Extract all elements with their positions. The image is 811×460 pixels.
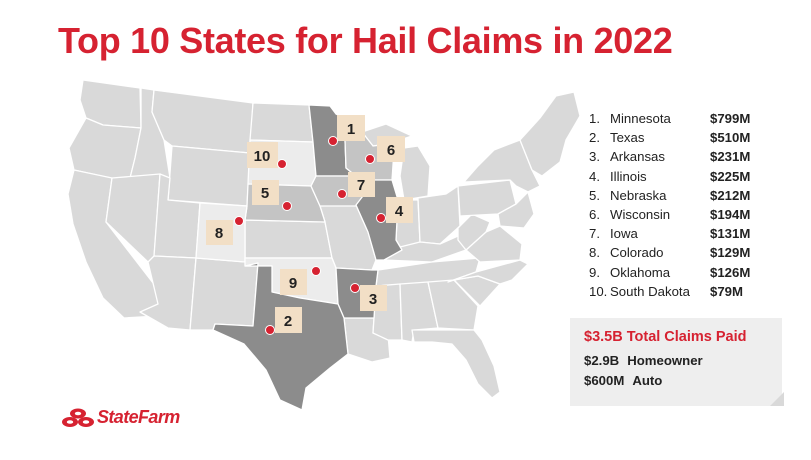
- marker-texas: 2: [265, 307, 302, 335]
- rank-amount: $510M: [710, 130, 751, 146]
- rank-number: 9.: [589, 264, 600, 280]
- rank-number: 10.: [589, 283, 608, 299]
- state-new-york: [463, 139, 541, 193]
- marker-wisconsin: 6: [365, 136, 405, 164]
- marker-label: 4: [395, 203, 404, 220]
- rank-state: Texas: [610, 130, 645, 146]
- marker-label: 3: [369, 291, 377, 308]
- list-item: 6. Wisconsin $194M: [589, 207, 774, 226]
- rank-amount: $129M: [710, 245, 751, 261]
- marker-label: 8: [215, 225, 223, 242]
- marker-colorado: 8: [206, 216, 244, 245]
- state-kansas: [244, 219, 333, 259]
- rank-amount: $225M: [710, 168, 751, 184]
- list-item: 2. Texas $510M: [589, 130, 774, 149]
- rank-state: Iowa: [610, 226, 638, 242]
- base-states: [67, 79, 581, 399]
- state-texas: [212, 262, 349, 411]
- marker-label: 7: [357, 177, 365, 194]
- three-ovals-icon: [62, 408, 94, 427]
- auto-label: Auto: [632, 373, 663, 388]
- rank-number: 5.: [589, 187, 600, 203]
- homeowner-label: Homeowner: [627, 353, 703, 368]
- marker-label: 9: [289, 275, 297, 292]
- state-north-carolina: [447, 259, 529, 285]
- marker-label: 2: [284, 313, 292, 330]
- list-item: 8. Colorado $129M: [589, 245, 774, 264]
- rank-number: 8.: [589, 245, 600, 261]
- auto-claims: $600M Auto: [584, 373, 662, 388]
- marker-label: 10: [254, 148, 271, 165]
- list-item: 7. Iowa $131M: [589, 226, 774, 245]
- marker-nebraska: 5: [252, 180, 292, 211]
- rank-state: Oklahoma: [610, 264, 671, 280]
- marker-label: 6: [387, 142, 395, 159]
- homeowner-claims: $2.9B Homeowner: [584, 353, 703, 368]
- marker-iowa: 7: [337, 172, 375, 199]
- rank-state: South Dakota: [610, 283, 690, 299]
- list-item: 1. Minnesota $799M: [589, 111, 774, 130]
- list-item: 5. Nebraska $212M: [589, 188, 774, 207]
- rank-amount: $231M: [710, 149, 751, 165]
- total-claims-paid: $3.5B Total Claims Paid: [584, 329, 747, 345]
- rank-number: 1.: [589, 111, 600, 126]
- rank-state: Arkansas: [610, 149, 665, 165]
- marker-label: 5: [261, 185, 269, 202]
- marker-south-dakota: 10: [247, 142, 287, 169]
- marker-minnesota: 1: [328, 115, 365, 146]
- page-title: Top 10 States for Hail Claims in 2022: [58, 20, 673, 61]
- rankings-list: 1. Minnesota $799M 2. Texas $510M 3. Ark…: [589, 111, 774, 303]
- rank-amount: $194M: [710, 206, 751, 222]
- rank-state: Nebraska: [610, 187, 667, 203]
- state-north-dakota: [249, 102, 314, 143]
- marker-label: 1: [347, 121, 355, 138]
- list-item: 9. Oklahoma $126M: [589, 265, 774, 284]
- logo-wordmark: StateFarm: [97, 407, 180, 427]
- rank-amount: $799M: [710, 111, 751, 126]
- list-item: 4. Illinois $225M: [589, 169, 774, 188]
- rank-amount: $126M: [710, 264, 751, 280]
- rank-state: Wisconsin: [610, 206, 671, 222]
- page-fold-corner: [770, 392, 784, 406]
- rank-state: Colorado: [610, 245, 664, 261]
- rank-number: 2.: [589, 130, 600, 146]
- state-georgia: [427, 279, 479, 331]
- state-new-england: [519, 91, 581, 177]
- map-markers: 1 2 3 4 5 6: [206, 115, 413, 335]
- rank-state: Minnesota: [610, 111, 671, 126]
- state-florida: [411, 329, 501, 399]
- state-new-mexico: [189, 257, 259, 331]
- rank-number: 4.: [589, 168, 600, 184]
- marker-arkansas: 3: [350, 283, 387, 311]
- marker-illinois: 4: [376, 197, 413, 223]
- auto-amount: $600M: [584, 373, 625, 388]
- rank-number: 6.: [589, 206, 600, 222]
- rank-state: Illinois: [610, 168, 647, 184]
- rank-amount: $131M: [710, 226, 751, 242]
- rank-number: 3.: [589, 149, 600, 165]
- list-item: 3. Arkansas $231M: [589, 149, 774, 168]
- list-item: 10. South Dakota $79M: [589, 284, 774, 303]
- marker-oklahoma: 9: [280, 266, 321, 295]
- rank-number: 7.: [589, 226, 600, 242]
- state-montana: [151, 89, 254, 154]
- homeowner-amount: $2.9B: [584, 353, 620, 368]
- claims-summary-box: $3.5B Total Claims Paid $2.9B Homeowner $…: [570, 318, 782, 406]
- rank-amount: $79M: [710, 283, 743, 299]
- rank-amount: $212M: [710, 187, 751, 203]
- state-mid-atlantic: [497, 191, 535, 229]
- state-wyoming: [167, 145, 251, 207]
